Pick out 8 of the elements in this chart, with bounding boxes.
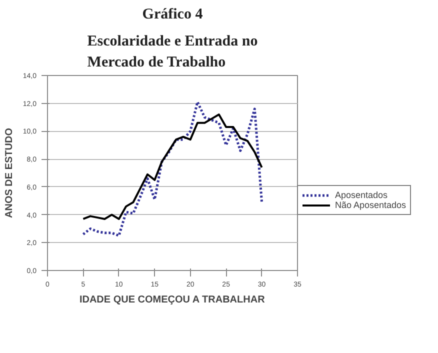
x-axis-title: IDADE QUE COMEÇOU A TRABALHAR — [79, 294, 266, 306]
line-series — [82, 114, 263, 220]
legend-label: Não Aposentados — [335, 200, 406, 210]
chart-subtitle: Escolaridade e Entrada no Mercado de Trabalho — [87, 34, 258, 70]
chart-title: Gráfico 4 — [142, 6, 204, 22]
legend-label: Aposentados — [335, 190, 388, 200]
line-series — [82, 100, 264, 237]
y-axis-title: ANOS DE ESTUDO — [4, 128, 15, 218]
